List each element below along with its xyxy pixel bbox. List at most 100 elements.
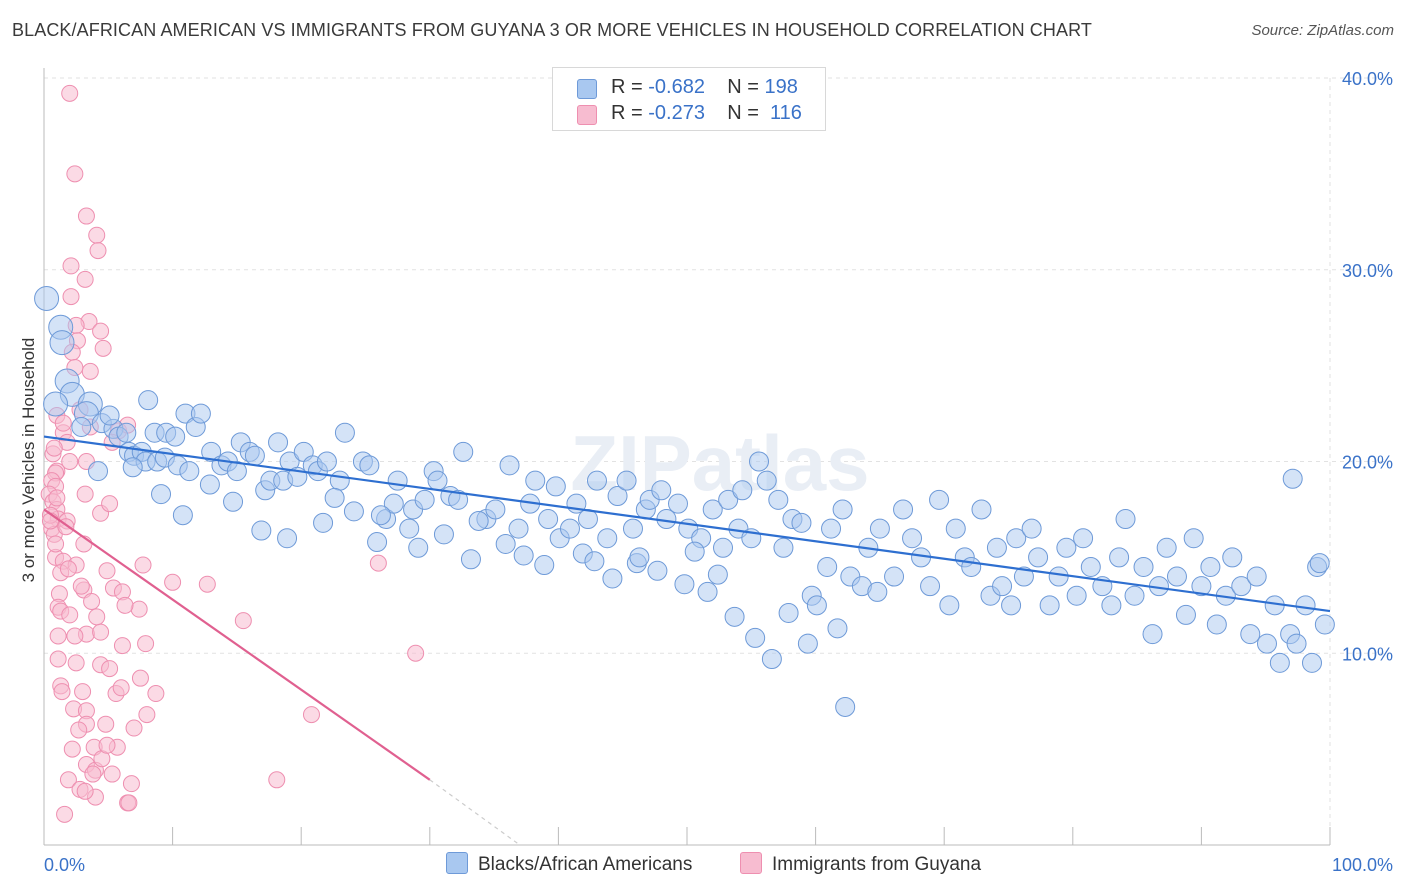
legend-n-value: 116: [770, 102, 802, 124]
black-american-point: [343, 501, 364, 522]
guyana-point: [268, 771, 286, 789]
black-american-point: [651, 480, 672, 501]
black-american-point: [1282, 468, 1303, 489]
black-american-points: [34, 286, 1335, 717]
black-american-point: [1080, 556, 1101, 577]
guyana-point: [88, 226, 106, 244]
black-american-point: [629, 547, 650, 568]
black-american-point: [559, 518, 580, 539]
black-american-point: [869, 518, 890, 539]
black-american-point: [334, 422, 355, 443]
black-american-point: [756, 470, 777, 491]
black-american-point: [761, 649, 782, 670]
guyana-point: [198, 575, 216, 593]
guyana-point: [116, 596, 134, 614]
black-american-point: [1013, 566, 1034, 587]
black-american-point: [34, 286, 60, 312]
black-american-point: [414, 489, 435, 510]
guyana-point: [138, 706, 156, 724]
black-american-point: [773, 537, 794, 558]
black-american-point: [1142, 624, 1163, 645]
black-american-point: [408, 537, 429, 558]
guyana-point: [62, 257, 80, 275]
guyana-point: [234, 612, 252, 630]
guyana-point: [407, 644, 425, 662]
guyana-point: [66, 165, 84, 183]
black-american-point: [359, 455, 380, 476]
black-american-point: [244, 445, 265, 466]
guyana-point: [147, 685, 165, 703]
black-american-point: [806, 595, 827, 616]
black-american-point: [324, 487, 345, 508]
grid-lines: [44, 77, 1390, 845]
bottom-legend-swatch-blue: [446, 852, 468, 874]
black-american-point: [138, 390, 159, 411]
guyana-point: [76, 485, 94, 503]
black-american-point: [586, 470, 607, 491]
black-american-point: [713, 537, 734, 558]
black-american-point: [49, 330, 75, 356]
black-american-point: [448, 489, 469, 510]
guyana-point: [70, 721, 88, 739]
black-american-point: [647, 560, 668, 581]
guyana-point: [130, 600, 148, 618]
black-american-point: [387, 470, 408, 491]
trend-lines: [43, 435, 1331, 846]
black-american-point: [460, 549, 481, 570]
black-american-point: [724, 606, 745, 627]
guyana-point: [103, 765, 121, 783]
black-american-point: [1006, 528, 1027, 549]
black-american-point: [902, 528, 923, 549]
guyana-point: [131, 669, 149, 687]
black-american-point: [513, 545, 534, 566]
black-american-point: [1073, 528, 1094, 549]
black-american-point: [427, 470, 448, 491]
guyana-point: [89, 242, 107, 260]
black-american-point: [1175, 604, 1196, 625]
black-american-point: [920, 576, 941, 597]
black-american-point: [832, 499, 853, 520]
guyana-point: [61, 606, 79, 624]
black-american-point: [1314, 614, 1335, 635]
black-american-point: [534, 555, 555, 576]
guyana-point: [47, 535, 65, 553]
black-american-point: [99, 405, 120, 426]
guyana-point: [56, 805, 74, 823]
black-american-point: [226, 461, 247, 482]
black-american-point: [732, 480, 753, 501]
guyana-point: [125, 719, 143, 737]
black-american-point: [433, 524, 454, 545]
guyana-point: [101, 660, 119, 678]
black-american-point: [821, 518, 842, 539]
black-american-point: [370, 505, 391, 526]
guyana-point: [101, 495, 119, 513]
black-american-point: [508, 518, 529, 539]
blacks-trend-line: [43, 435, 1331, 613]
guyana-point: [134, 556, 152, 574]
guyana-point: [45, 439, 63, 457]
black-american-point: [116, 422, 137, 443]
guyana-point: [54, 414, 72, 432]
legend-swatch-blue: [577, 79, 597, 99]
black-american-point: [884, 566, 905, 587]
black-american-point: [1124, 585, 1145, 606]
y-tick-label: 20.0%: [1342, 453, 1393, 473]
black-american-point: [1240, 624, 1261, 645]
black-american-point: [939, 595, 960, 616]
bottom-legend-swatch-pink: [740, 852, 762, 874]
black-american-point: [1191, 576, 1212, 597]
black-american-point: [1269, 652, 1290, 673]
black-american-point: [1222, 547, 1243, 568]
black-american-point: [1115, 509, 1136, 530]
black-american-point: [1200, 556, 1221, 577]
black-american-point: [835, 696, 856, 717]
black-american-point: [986, 537, 1007, 558]
black-american-point: [151, 484, 172, 505]
guyana-point: [92, 623, 110, 641]
black-american-point: [1183, 528, 1204, 549]
guyana-point: [61, 84, 79, 102]
black-american-point: [399, 518, 420, 539]
black-american-point: [1133, 556, 1154, 577]
black-american-point: [1101, 595, 1122, 616]
black-american-point: [190, 403, 211, 424]
